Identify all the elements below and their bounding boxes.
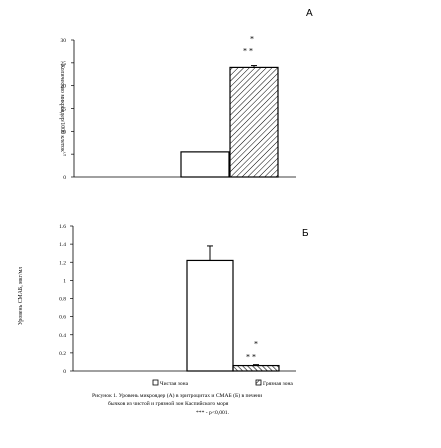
legend-swatch-clean <box>152 379 159 386</box>
legend-swatch-dirty <box>255 379 262 386</box>
legend-label-dirty: Грязная зона <box>263 381 293 387</box>
caption-line-3: *** - p<0,001. <box>196 410 230 416</box>
y-tick-label: 30 <box>61 38 67 44</box>
bar <box>232 364 280 372</box>
panel-label-b: Б <box>302 228 309 239</box>
panel-label-a: А <box>306 8 313 19</box>
y-ticks-a: 0 5 10 15 20 25 30 <box>61 38 74 181</box>
y-axis-title-b: Уровень СМАБ, мкг/мл <box>18 267 24 325</box>
y-ticks-b: 0 0.2 0.4 0.6 0.8 1 1.2 1.4 1.6 <box>59 224 73 375</box>
significance-marker: * * <box>246 353 256 362</box>
caption: Рисунок 1. Уровень микроядер (А) в эритр… <box>92 392 262 416</box>
y-tick-label: 0.4 <box>59 333 66 339</box>
bars-a: * * * <box>180 35 279 178</box>
legend-label-clean: Чистая зона <box>160 381 189 387</box>
y-tick-label: 0.2 <box>59 351 66 357</box>
legend: Чистая зона Грязная зона <box>152 379 293 387</box>
y-tick-label: 0 <box>63 175 66 181</box>
bar <box>186 259 234 372</box>
significance-marker: * <box>250 35 254 44</box>
y-tick-label: 1.6 <box>59 224 66 230</box>
significance-marker: * <box>254 340 258 349</box>
caption-line-1: Рисунок 1. Уровень микроядер (А) в эритр… <box>92 392 262 399</box>
bar <box>229 66 279 178</box>
y-tick-label: 0 <box>63 369 66 375</box>
y-axis-title-a: Количество микроядер/1000 клеток <box>59 64 65 152</box>
chart-b: Б Уровень СМАБ, мкг/мл 0 0.2 0.4 0.6 0.8 1 1.2… <box>18 224 309 375</box>
y-tick-label: 25 <box>61 61 67 67</box>
y-tick-label: 0.6 <box>59 315 66 321</box>
chart-a: А Количество микроядер/1000 клеток 0 5 10 1… <box>59 8 313 181</box>
y-tick-label: 5 <box>63 152 66 158</box>
y-tick-label: 15 <box>61 107 67 113</box>
y-tick-label: 1 <box>63 278 66 284</box>
bar <box>180 151 230 178</box>
caption-line-2: бычков из чистой и грязной зон Каспийско… <box>108 400 229 407</box>
y-tick-label: 10 <box>61 129 67 135</box>
y-tick-label: 0.8 <box>59 297 66 303</box>
y-tick-label: 1.4 <box>59 242 66 248</box>
bars-b: * * * <box>186 245 280 372</box>
y-tick-label: 20 <box>61 84 67 90</box>
y-tick-label: 1.2 <box>59 260 66 266</box>
significance-marker: * * <box>243 47 253 56</box>
